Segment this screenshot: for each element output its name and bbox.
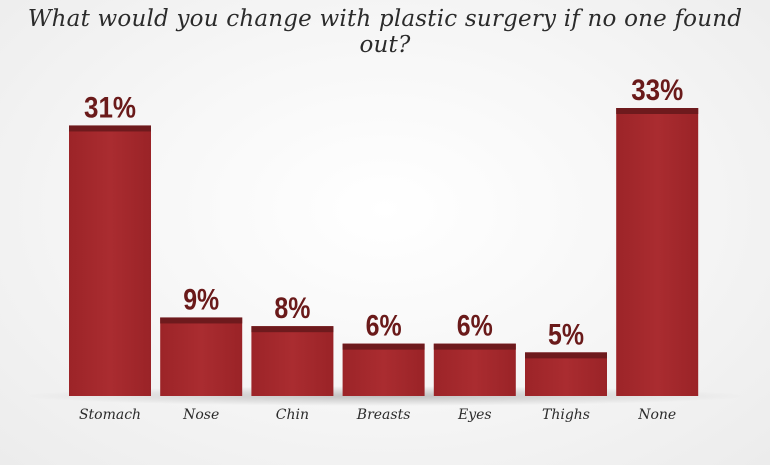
bar-nose [160,317,243,396]
value-label-stomach: 31% [84,91,136,124]
category-label-thighs: Thighs [542,407,590,423]
bar-cap-eyes [433,343,516,350]
value-label-breasts: 6% [366,310,402,343]
value-label-nose: 9% [183,283,219,316]
category-label-none: None [637,407,676,423]
category-label-breasts: Breasts [356,407,411,423]
category-label-chin: Chin [276,407,309,423]
bar-cap-stomach [69,125,151,132]
category-label-stomach: Stomach [79,407,141,423]
bar-cap-chin [251,326,334,333]
category-label-eyes: Eyes [457,407,492,423]
bar-cap-thighs [525,352,607,359]
bar-breasts [342,343,425,396]
value-label-thighs: 5% [548,318,584,351]
bar-stomach [69,125,151,397]
value-label-chin: 8% [274,292,310,325]
bar-none [616,108,699,396]
value-label-eyes: 6% [457,310,493,343]
chart-title: What would you change with plastic surge… [27,6,743,58]
bar-cap-nose [160,317,243,324]
bar-cap-none [616,108,699,114]
value-label-none: 33% [631,74,683,107]
bar-cap-breasts [342,343,425,350]
bar-eyes [433,343,516,396]
category-label-nose: Nose [182,407,219,423]
bar-chin [251,326,334,396]
bar-thighs [525,352,607,396]
